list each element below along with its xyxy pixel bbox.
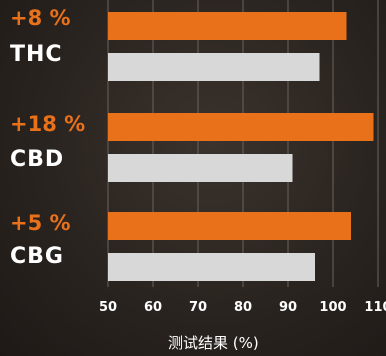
x-tick-label-50: 50 bbox=[99, 300, 117, 315]
bar-cbg-series-1 bbox=[108, 253, 315, 281]
delta-label-cbd: +18 % bbox=[10, 112, 86, 136]
bar-cbg-series-0 bbox=[108, 212, 351, 240]
category-label-thc: THC bbox=[10, 42, 63, 67]
x-tick-label-110: 110 bbox=[364, 300, 386, 315]
bar-cbd-series-0 bbox=[108, 113, 374, 141]
x-tick-label-60: 60 bbox=[144, 300, 162, 315]
bar-thc-series-1 bbox=[108, 53, 320, 81]
category-label-cbg: CBG bbox=[10, 244, 64, 269]
delta-label-thc: +8 % bbox=[10, 6, 71, 30]
category-label-cbd: CBD bbox=[10, 147, 65, 172]
x-axis-label: 测试结果 (%) bbox=[168, 334, 259, 352]
delta-label-cbg: +5 % bbox=[10, 211, 71, 235]
x-tick-label-80: 80 bbox=[234, 300, 252, 315]
x-tick-label-70: 70 bbox=[189, 300, 207, 315]
bar-cbd-series-1 bbox=[108, 154, 293, 182]
bar-thc-series-0 bbox=[108, 12, 347, 40]
x-tick-label-100: 100 bbox=[319, 300, 346, 315]
x-tick-label-90: 90 bbox=[279, 300, 297, 315]
